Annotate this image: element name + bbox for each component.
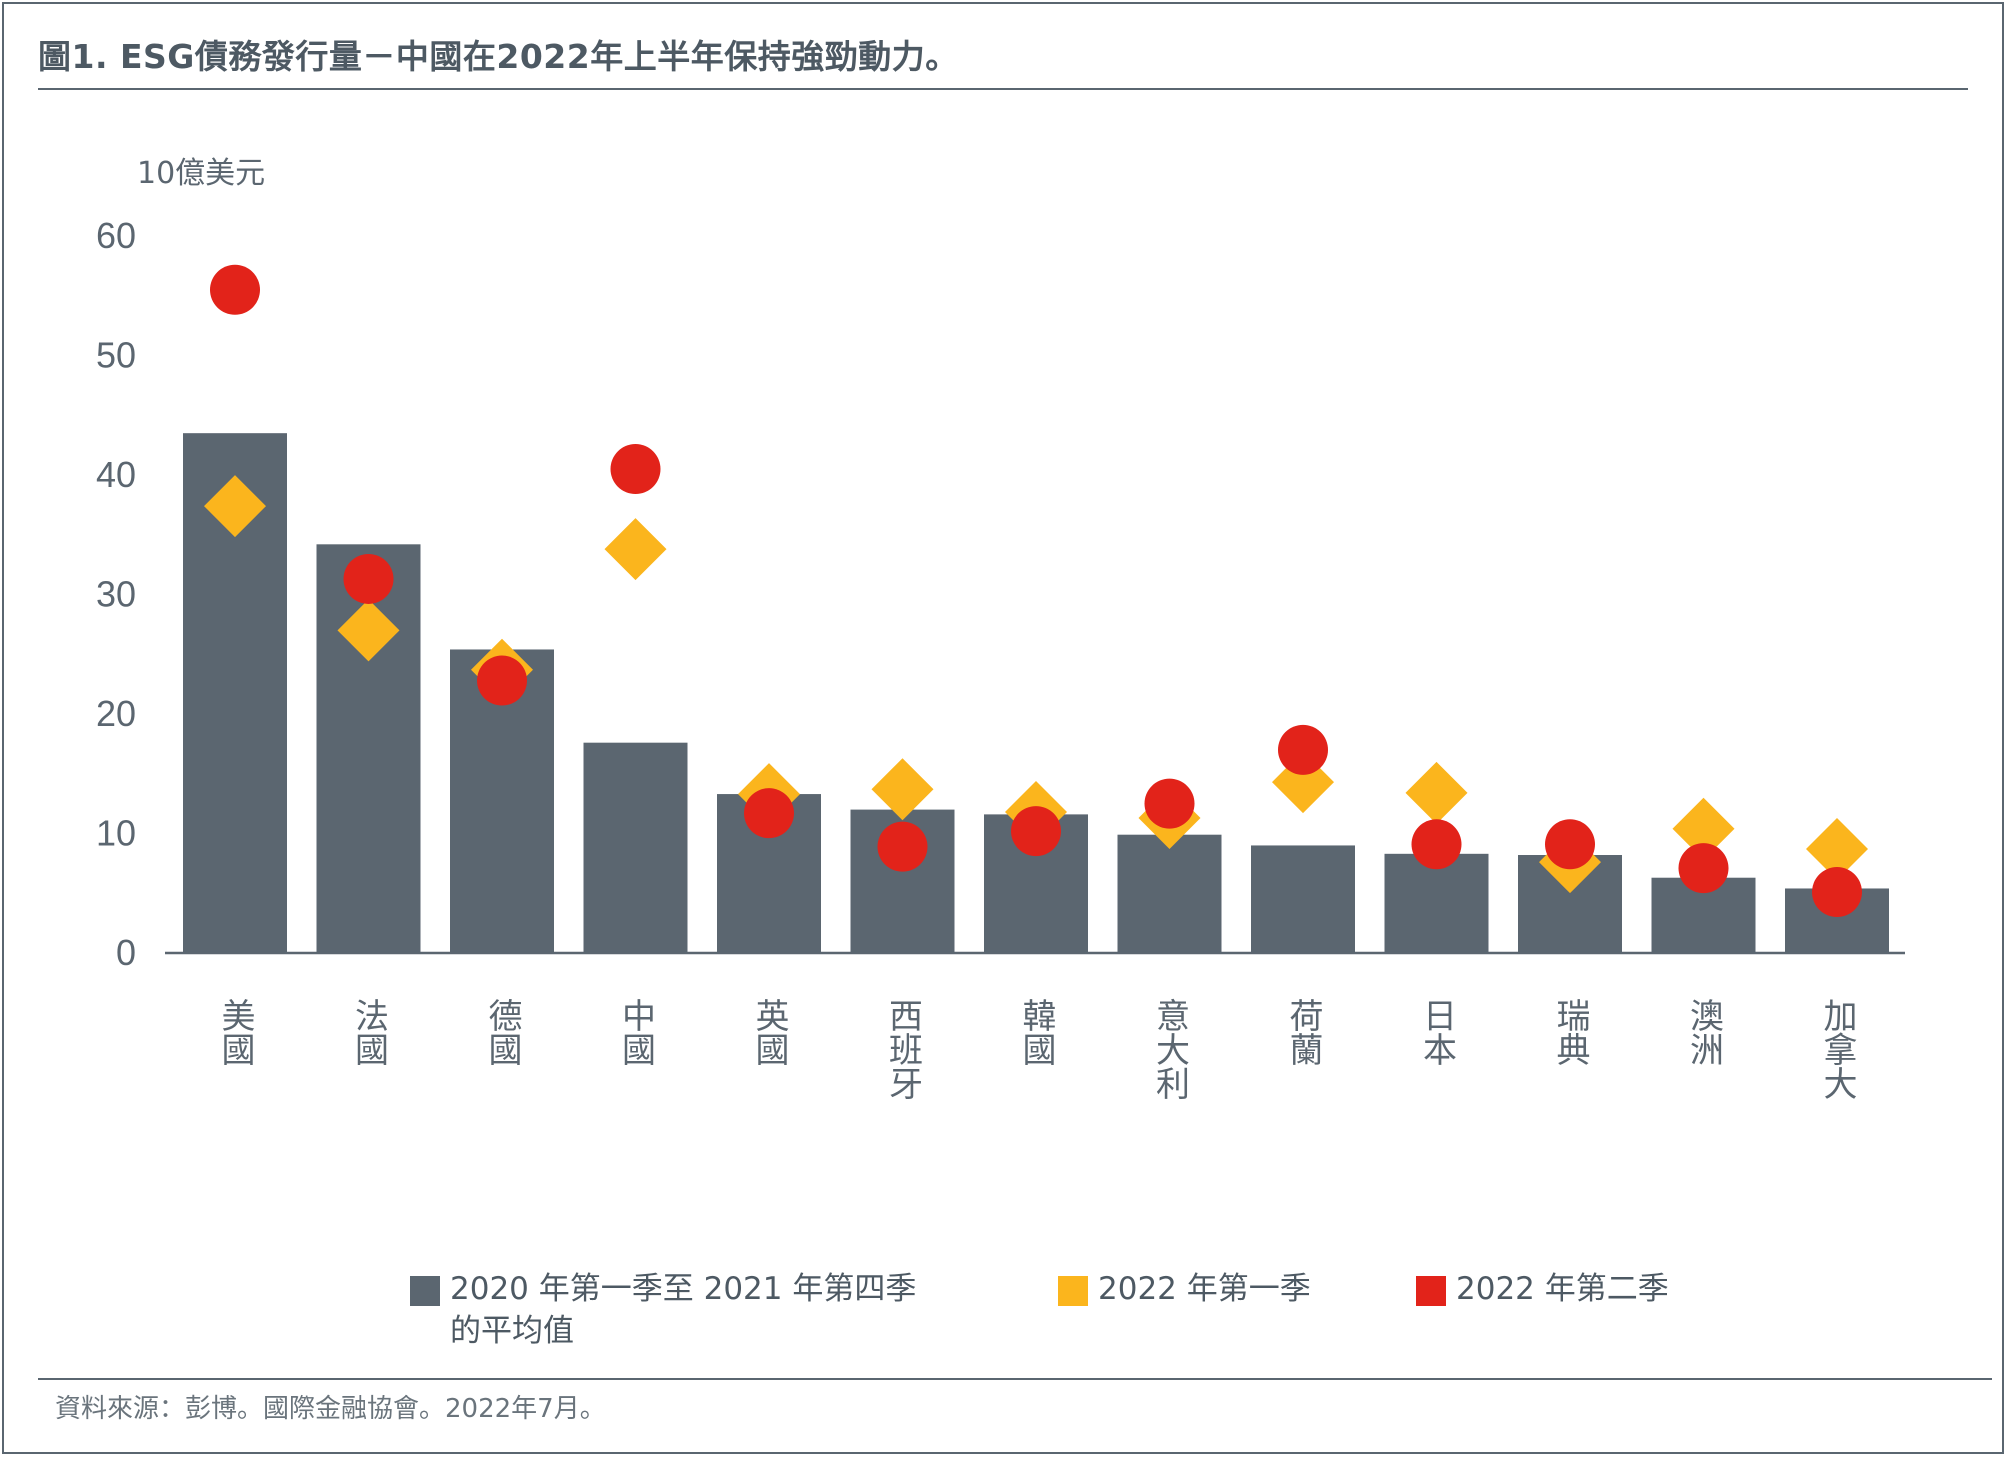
legend-swatch-q2-2022 (1416, 1276, 1446, 1306)
x-tick-label: 瑞典 (1550, 998, 1590, 1066)
diamond-point (604, 518, 667, 581)
x-tick-label: 中國 (616, 998, 656, 1066)
x-tick-label: 法國 (349, 998, 389, 1066)
diamond-point (1806, 818, 1868, 881)
y-tick-label: 30 (96, 574, 136, 615)
x-tick-label: 澳洲 (1684, 998, 1724, 1066)
y-axis: 10億美元 0 10 20 30 40 50 60 (96, 156, 265, 973)
y-tick-label: 0 (116, 932, 136, 973)
x-tick-label: 德國 (482, 998, 522, 1066)
x-tick-label: 荷蘭 (1283, 998, 1323, 1066)
legend-label-q2-2022: 2022 年第二季 (1456, 1271, 1669, 1307)
chart-title: 圖1. ESG債務發行量－中國在2022年上半年保持強勁動力。 (38, 37, 959, 76)
bar (583, 742, 688, 953)
y-tick-label: 40 (96, 454, 136, 495)
y-tick-label: 60 (96, 215, 136, 256)
circle-point (1411, 819, 1462, 870)
y-tick-label: 10 (96, 813, 136, 854)
circle-point (1678, 843, 1729, 894)
legend-label-average: 2020 年第一季至 2021 年第四季 的平均值 (450, 1271, 917, 1349)
x-tick-label: 加拿大 (1817, 998, 1857, 1100)
legend-swatch-average (410, 1276, 440, 1306)
circle-point (1812, 867, 1862, 918)
q2-2022-series (210, 264, 1862, 918)
diamond-point (871, 758, 934, 821)
circle-point (744, 788, 794, 839)
x-tick-label: 日本 (1417, 998, 1457, 1066)
legend-label-q1-2022: 2022 年第一季 (1098, 1271, 1311, 1307)
bar-series (183, 433, 1889, 953)
x-tick-label: 韓國 (1016, 998, 1056, 1066)
bar (1117, 834, 1222, 953)
x-tick-label: 英國 (749, 998, 789, 1066)
y-axis-unit-label: 10億美元 (137, 156, 265, 191)
y-tick-label: 50 (96, 335, 136, 376)
diamond-point (1405, 761, 1468, 824)
legend-swatch-q1-2022 (1058, 1276, 1088, 1306)
title-divider (38, 88, 1968, 90)
source-divider (38, 1378, 1992, 1380)
x-tick-label: 美國 (215, 998, 255, 1066)
x-tick-label: 意大利 (1150, 998, 1190, 1100)
circle-point (1278, 724, 1328, 775)
diamond-point (337, 599, 400, 662)
circle-point (343, 553, 394, 604)
x-axis: 美國 法國 德國 中國 英國 西班牙 韓國 意大利 荷蘭 日本 瑞典 澳洲 加拿大 (165, 951, 1905, 1100)
bar (1384, 853, 1489, 953)
circle-point (1545, 819, 1595, 870)
circle-point (610, 444, 661, 495)
circle-point (877, 821, 928, 872)
circle-point (477, 655, 527, 706)
diamond-point (204, 475, 266, 538)
circle-point (1144, 778, 1195, 829)
y-tick-label: 20 (96, 693, 136, 734)
bar (1251, 845, 1355, 953)
circle-point (210, 264, 260, 315)
source-note: 資料來源：彭博。國際金融協會。2022年7月。 (55, 1394, 606, 1424)
circle-point (1011, 806, 1061, 857)
x-tick-label: 西班牙 (883, 998, 923, 1100)
diamond-point (1672, 797, 1735, 860)
